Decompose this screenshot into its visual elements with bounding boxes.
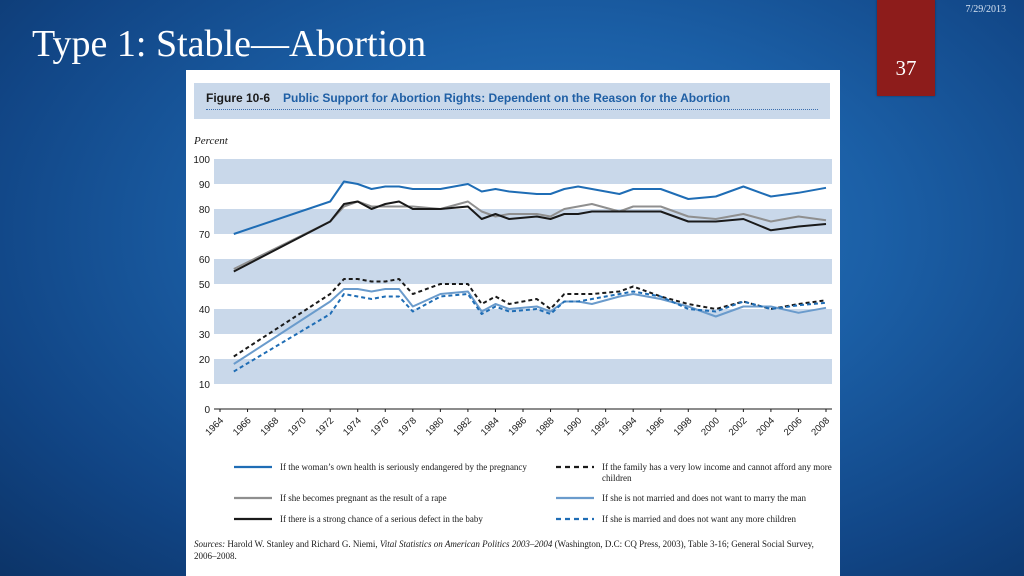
y-tick-label: 10 <box>199 380 211 391</box>
x-tick-label: 1990 <box>561 415 584 438</box>
figure-title: Public Support for Abortion Rights: Depe… <box>283 91 731 105</box>
x-tick-label: 1970 <box>286 415 309 438</box>
x-tick-label: 1982 <box>451 415 474 438</box>
sources-details: (Washington, D.C: CQ Press, 2003), Table… <box>194 539 814 561</box>
y-axis-label: Percent <box>193 135 229 147</box>
figure-panel: Figure 10-6 Public Support for Abortion … <box>186 70 840 576</box>
figure-header: Figure 10-6 Public Support for Abortion … <box>194 83 830 119</box>
x-tick-label: 1992 <box>589 415 612 438</box>
y-tick-label: 30 <box>199 330 211 341</box>
chart-legend: If the woman’s own health is seriously e… <box>186 462 840 534</box>
x-tick-label: 1976 <box>369 415 392 438</box>
sources-book-title: Vital Statistics on American Politics 20… <box>379 539 553 549</box>
x-tick-label: 2002 <box>727 415 750 438</box>
x-tick-label: 1978 <box>396 415 419 438</box>
series-line-5 <box>233 290 827 373</box>
x-tick-label: 1986 <box>506 415 529 438</box>
grid-band <box>214 159 832 184</box>
x-tick-label: 1972 <box>314 415 337 438</box>
legend-swatch-low-income <box>556 465 594 469</box>
x-tick-label: 2006 <box>782 415 805 438</box>
y-tick-label: 100 <box>193 155 210 166</box>
grid-band <box>214 309 832 334</box>
series-line-3 <box>233 278 827 358</box>
slide-title: Type 1: Stable—Abortion <box>32 23 427 65</box>
x-tick-label: 1998 <box>672 415 695 438</box>
grid-band <box>214 209 832 234</box>
sources-authors: Harold W. Stanley and Richard G. Niemi, <box>227 539 380 549</box>
y-tick-label: 90 <box>199 180 211 191</box>
header-dotted-rule <box>206 109 818 110</box>
legend-label-health: If the woman’s own health is seriously e… <box>280 462 527 472</box>
x-tick-label: 1980 <box>424 415 447 438</box>
series-line-0 <box>233 180 827 235</box>
page-number: 37 <box>895 56 917 80</box>
legend-swatch-health <box>234 465 272 469</box>
x-tick-label: 1974 <box>341 415 364 438</box>
x-tick-label: 1966 <box>231 415 254 438</box>
x-tick-label: 2004 <box>754 415 777 438</box>
y-tick-label: 70 <box>199 230 211 241</box>
legend-label-married: If she is married and does not want any … <box>602 514 796 524</box>
legend-swatch-defect <box>234 517 272 521</box>
y-tick-label: 80 <box>199 205 211 216</box>
x-tick-label: 1988 <box>534 415 557 438</box>
legend-label-defect: If there is a strong chance of a serious… <box>280 514 483 524</box>
grid-band <box>214 259 832 284</box>
y-tick-label: 50 <box>199 280 211 291</box>
x-tick-label: 1994 <box>617 415 640 438</box>
x-tick-label: 1984 <box>479 415 502 438</box>
sources-label: Sources: <box>194 539 226 549</box>
legend-swatch-rape <box>234 496 272 500</box>
y-tick-label: 40 <box>199 305 211 316</box>
legend-swatch-married <box>556 517 594 521</box>
figure-label: Figure 10-6 <box>206 91 271 105</box>
y-tick-label: 0 <box>204 405 210 416</box>
figure-sources: Sources: Harold W. Stanley and Richard G… <box>194 538 834 562</box>
series-line-4 <box>233 288 827 365</box>
x-tick-label: 2008 <box>809 415 832 438</box>
legend-label-rape: If she becomes pregnant as the result of… <box>280 493 447 503</box>
y-tick-label: 60 <box>199 255 211 266</box>
x-tick-label: 1964 <box>203 415 226 438</box>
series-line-2 <box>233 200 827 273</box>
legend-label-not-married: If she is not married and does not want … <box>602 493 806 503</box>
legend-label-low-income: If the family has a very low income and … <box>602 462 832 483</box>
slide-date: 7/29/2013 <box>965 4 1006 15</box>
page-number-tab: 37 <box>877 0 935 96</box>
x-tick-label: 1968 <box>258 415 281 438</box>
grid-band <box>214 359 832 384</box>
legend-swatch-not-married <box>556 496 594 500</box>
x-tick-label: 2000 <box>699 415 722 438</box>
x-tick-label: 1996 <box>644 415 667 438</box>
y-tick-label: 20 <box>199 355 211 366</box>
